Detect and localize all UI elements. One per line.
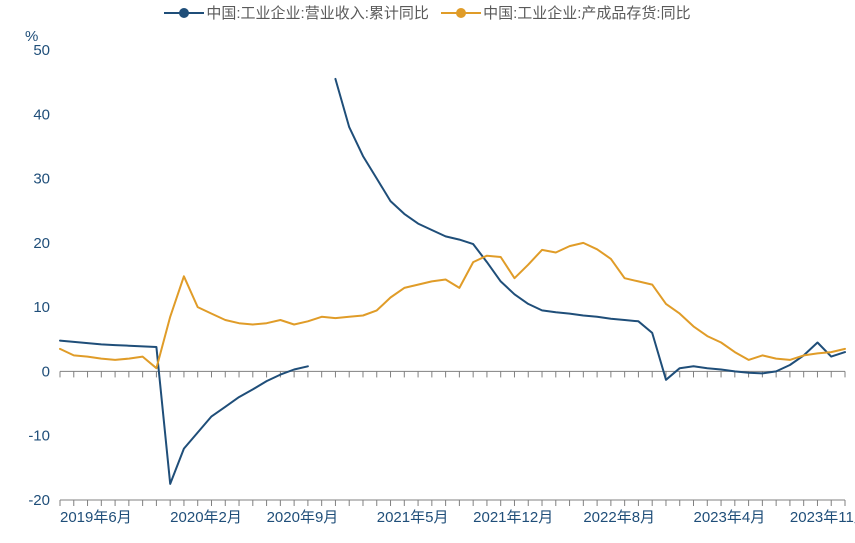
svg-text:30: 30 xyxy=(33,171,50,188)
svg-text:40: 40 xyxy=(33,106,50,123)
legend-marker-0 xyxy=(164,6,204,20)
svg-text:2020年2月: 2020年2月 xyxy=(170,509,242,526)
svg-text:2019年6月: 2019年6月 xyxy=(60,509,132,526)
svg-text:2022年8月: 2022年8月 xyxy=(583,509,655,526)
legend-item-1: 中国:工业企业:产成品存货:同比 xyxy=(441,2,691,23)
svg-text:20: 20 xyxy=(33,235,50,252)
line-chart: -20-10010203040502019年6月2020年2月2020年9月20… xyxy=(0,0,855,543)
y-axis-unit: % xyxy=(25,28,38,45)
svg-text:-20: -20 xyxy=(28,492,50,509)
svg-text:2023年4月: 2023年4月 xyxy=(694,509,766,526)
svg-text:2021年12月: 2021年12月 xyxy=(473,509,553,526)
svg-text:0: 0 xyxy=(42,363,50,380)
svg-text:2021年5月: 2021年5月 xyxy=(377,509,449,526)
svg-text:-10: -10 xyxy=(28,428,50,445)
legend-label-0: 中国:工业企业:营业收入:累计同比 xyxy=(206,2,429,23)
legend-marker-1 xyxy=(441,6,481,20)
legend-item-0: 中国:工业企业:营业收入:累计同比 xyxy=(164,2,429,23)
legend-label-1: 中国:工业企业:产成品存货:同比 xyxy=(483,2,691,23)
chart-legend: 中国:工业企业:营业收入:累计同比 中国:工业企业:产成品存货:同比 xyxy=(0,2,855,24)
svg-text:10: 10 xyxy=(33,299,50,316)
svg-text:2023年11月: 2023年11月 xyxy=(790,509,855,526)
svg-text:2020年9月: 2020年9月 xyxy=(267,509,339,526)
chart-container: 中国:工业企业:营业收入:累计同比 中国:工业企业:产成品存货:同比 % -20… xyxy=(0,0,855,543)
